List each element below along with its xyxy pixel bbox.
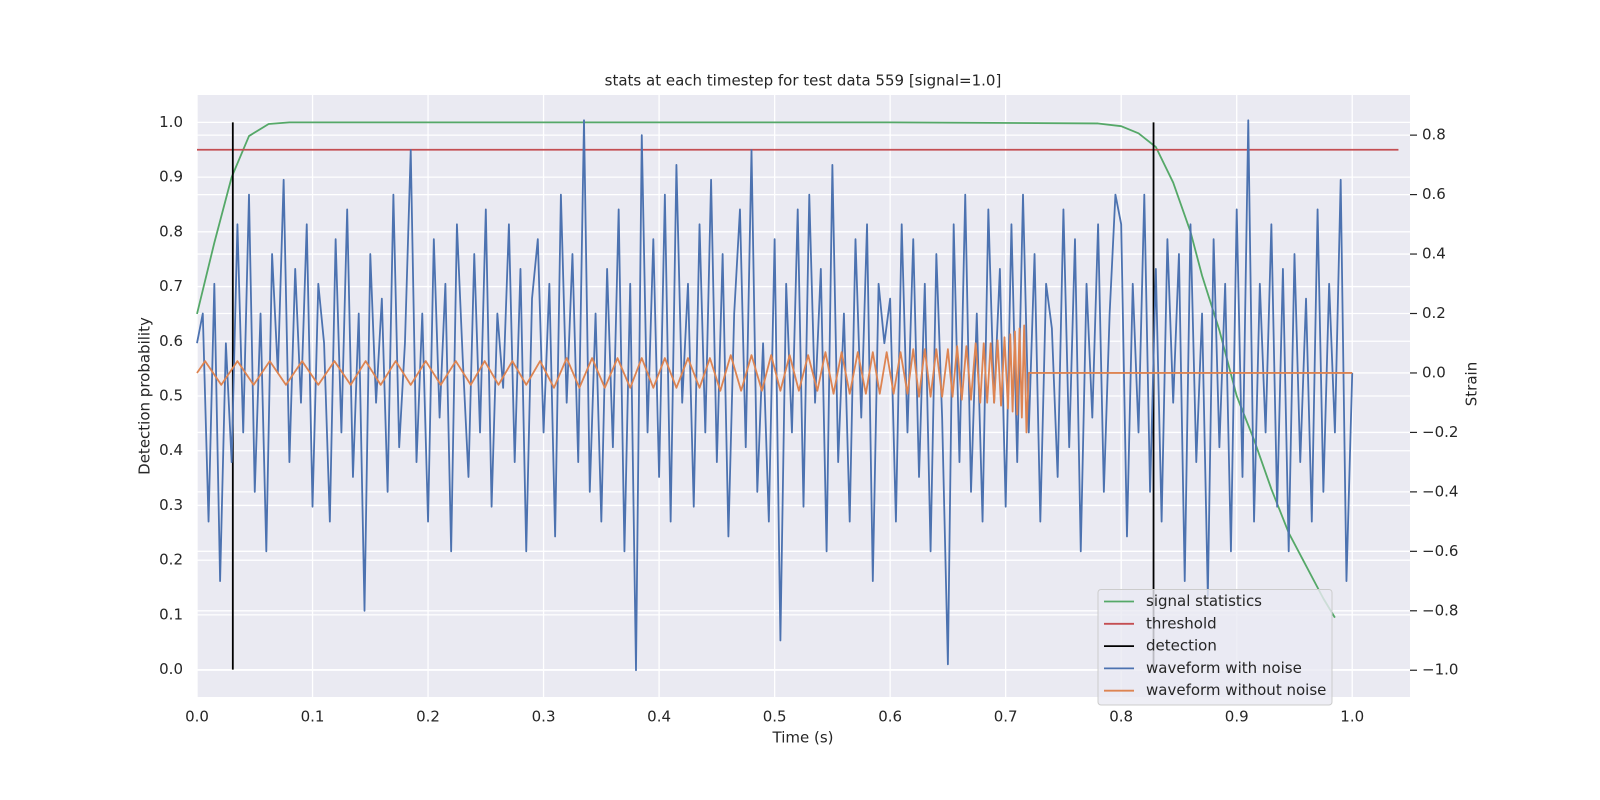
y-tick-label: 0.2 xyxy=(159,551,183,569)
y-tick-label: 0.8 xyxy=(159,222,183,240)
y-tick-label: 0.4 xyxy=(159,441,183,459)
x-axis-label: Time (s) xyxy=(772,729,834,747)
y-tick-label: 1.0 xyxy=(159,113,183,131)
legend-label: signal statistics xyxy=(1146,592,1262,610)
x-tick-label: 0.5 xyxy=(763,708,787,726)
y2-tick-label: 0.0 xyxy=(1422,363,1446,381)
x-tick-label: 0.7 xyxy=(994,708,1018,726)
y2-axis-label: Strain xyxy=(1463,362,1481,406)
y2-tick-label: 0.8 xyxy=(1422,126,1446,144)
series-line xyxy=(196,324,1353,434)
y2-tick-label: −0.8 xyxy=(1422,601,1458,619)
labels: 0.0 0.1 0.2 0.3 0.4 0.5 0.6 0.7 0.8 0.9 1.0 0.0 0.1 0… xyxy=(159,113,1458,726)
x-tick-label: 0.4 xyxy=(647,708,671,726)
x-tick-label: 0.3 xyxy=(532,708,556,726)
y2-tick-label: 0.2 xyxy=(1422,304,1446,322)
chart-title: stats at each timestep for test data 559… xyxy=(605,72,1002,90)
y-tick-label: 0.1 xyxy=(159,605,183,623)
legend-label: detection xyxy=(1146,637,1217,655)
y-tick-label: 0.9 xyxy=(159,168,183,186)
y-axis-label: Detection probability xyxy=(136,317,154,475)
legend: signal statistics threshold detection wavef… xyxy=(1097,589,1333,706)
legend-box xyxy=(1097,589,1333,706)
y-tick-label: 0.6 xyxy=(159,332,183,350)
y2-tick-label: 0.6 xyxy=(1422,185,1446,203)
x-tick-label: 0.1 xyxy=(301,708,325,726)
x-tick-label: 0.2 xyxy=(416,708,440,726)
x-tick-label: 0.6 xyxy=(878,708,902,726)
y2-tick-label: −0.4 xyxy=(1422,482,1458,500)
x-tick-label: 1.0 xyxy=(1340,708,1364,726)
x-tick-label: 0.8 xyxy=(1109,708,1133,726)
y-tick-label: 0.3 xyxy=(159,496,183,514)
x-tick-label: 0.0 xyxy=(185,708,209,726)
y2-tick-label: −0.2 xyxy=(1422,423,1458,441)
y-tick-label: 0.5 xyxy=(159,387,183,405)
series-line xyxy=(196,119,1354,672)
legend-label: waveform without noise xyxy=(1146,681,1326,699)
y-tick-label: 0.0 xyxy=(159,660,183,678)
marks xyxy=(196,119,1399,672)
legend-label: waveform with noise xyxy=(1146,659,1302,677)
legend-label: threshold xyxy=(1146,614,1217,632)
x-tick-label: 0.9 xyxy=(1225,708,1249,726)
series-line xyxy=(196,121,1336,619)
y2-tick-label: −0.6 xyxy=(1422,542,1458,560)
y-tick-label: 0.7 xyxy=(159,277,183,295)
y2-tick-label: 0.4 xyxy=(1422,245,1446,263)
y2-tick-label: −1.0 xyxy=(1422,661,1458,679)
